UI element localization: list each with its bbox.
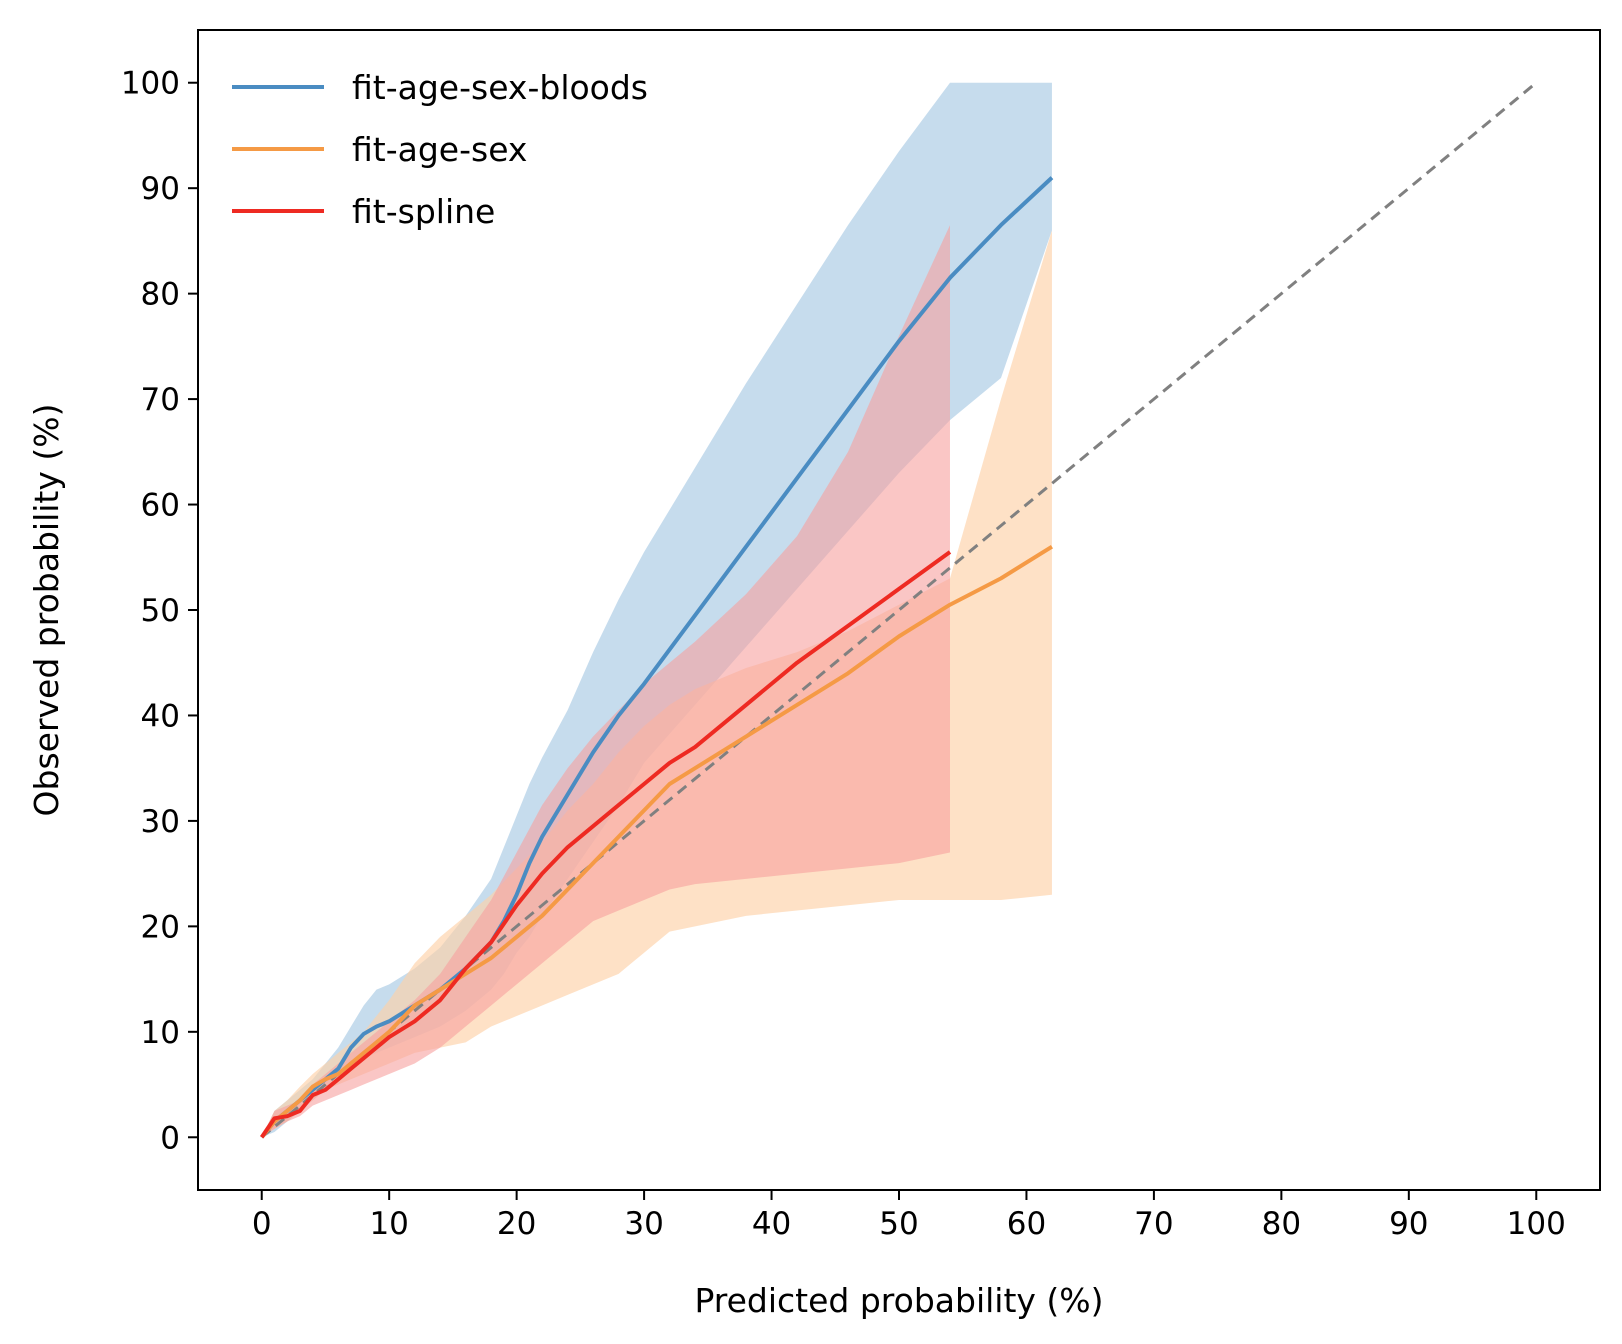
band-fit-age-sex-bloods (261, 82, 1052, 1138)
x-axis-label: Predicted probability (%) (694, 1281, 1103, 1320)
y-axis-label: Observed probability (%) (27, 404, 66, 817)
y-tick-label: 30 (141, 804, 180, 840)
x-tick-label: 100 (1507, 1206, 1566, 1242)
line-fit-spline (260, 550, 952, 1139)
y-tick-label: 60 (141, 488, 180, 524)
x-tick-label: 20 (497, 1206, 536, 1242)
x-tick-label: 90 (1389, 1206, 1428, 1242)
y-tick-label: 50 (141, 593, 180, 629)
y-tick-label: 80 (141, 277, 180, 313)
x-tick-label: 80 (1262, 1206, 1301, 1242)
x-tick-label: 0 (252, 1206, 272, 1242)
x-tick-label: 40 (752, 1206, 791, 1242)
y-axis: 0 10 20 30 40 50 60 70 80 90 100 (121, 66, 198, 1156)
legend-label-fit-age-sex-bloods: fit-age-sex-bloods (352, 68, 648, 107)
band-fit-spline (261, 225, 950, 1138)
legend-label-fit-spline: fit-spline (352, 192, 495, 231)
x-tick-label: 30 (624, 1206, 663, 1242)
y-tick-label: 20 (141, 909, 180, 945)
y-tick-label: 100 (121, 66, 180, 102)
y-tick-label: 10 (141, 1015, 180, 1051)
lines-layer (260, 176, 1054, 1139)
y-tick-label: 70 (141, 382, 180, 418)
legend: fit-age-sex-bloods fit-age-sex fit-spline (232, 68, 648, 231)
x-tick-label: 60 (1007, 1206, 1046, 1242)
x-tick-label: 10 (369, 1206, 408, 1242)
bands-layer (261, 82, 1052, 1138)
legend-label-fit-age-sex: fit-age-sex (352, 130, 527, 169)
x-tick-label: 70 (1134, 1206, 1173, 1242)
line-fit-age-sex (260, 545, 1054, 1139)
y-tick-label: 40 (141, 698, 180, 734)
x-tick-label: 50 (879, 1206, 918, 1242)
y-tick-label: 0 (160, 1120, 180, 1156)
x-axis: 0 10 20 30 40 50 60 70 80 90 100 (252, 1190, 1566, 1242)
y-tick-label: 90 (141, 171, 180, 207)
